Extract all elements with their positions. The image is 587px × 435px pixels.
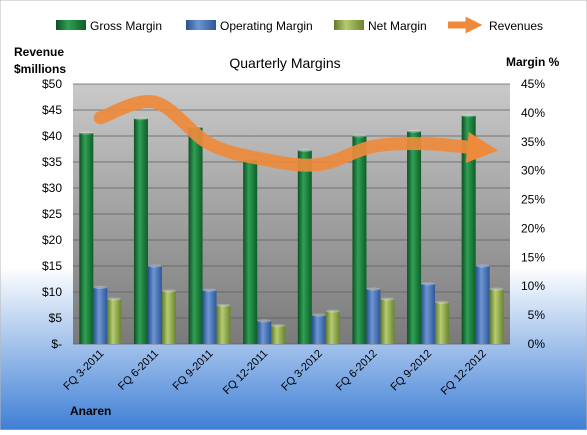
left-tick-label: $5 — [49, 311, 63, 325]
bar-cap — [352, 134, 367, 138]
bar-gross-margin-7 — [461, 115, 476, 345]
bar-cap — [147, 264, 162, 268]
bar-gross-margin-0 — [79, 133, 94, 344]
left-tick-label: $30 — [42, 181, 62, 195]
bar-operating-margin-7 — [475, 266, 490, 344]
bar-net-margin-3 — [271, 325, 286, 344]
legend-swatch-gross-margin — [56, 20, 86, 30]
chart-title: Quarterly Margins — [229, 55, 340, 71]
right-tick-label: 45% — [521, 77, 545, 91]
bar-cap — [325, 309, 340, 313]
bar-cap — [380, 297, 395, 301]
bar-cap — [79, 131, 94, 135]
bar-cap — [202, 288, 217, 292]
legend-item-revenues: Revenues — [448, 16, 543, 34]
right-tick-label: 0% — [528, 337, 546, 351]
bars — [79, 114, 504, 345]
bar-cap — [93, 285, 108, 289]
left-tick-label: $20 — [42, 233, 62, 247]
left-tick-label: $10 — [42, 285, 62, 299]
legend-label-operating-margin: Operating Margin — [220, 19, 313, 33]
bar-cap — [366, 287, 381, 291]
bar-cap — [271, 323, 286, 328]
bar-net-margin-1 — [161, 290, 176, 344]
bar-net-margin-0 — [107, 298, 122, 344]
legend-item-gross-margin: Gross Margin — [56, 19, 162, 33]
bar-operating-margin-2 — [202, 290, 217, 344]
bar-cap — [107, 297, 122, 301]
bar-gross-margin-4 — [297, 150, 312, 344]
left-tick-label: $25 — [42, 207, 62, 221]
bar-cap — [489, 287, 504, 291]
bar-net-margin-4 — [325, 311, 340, 344]
footer-label: Anaren — [70, 404, 111, 418]
right-axis-label: Margin % — [506, 55, 560, 69]
bar-cap — [421, 282, 436, 286]
bar-gross-margin-1 — [133, 118, 148, 345]
right-tick-label: 5% — [528, 308, 546, 322]
bar-cap — [311, 313, 326, 317]
bar-cap — [257, 319, 272, 323]
bar-cap — [133, 117, 148, 121]
bar-gross-margin-2 — [188, 127, 203, 344]
left-axis-ticks: $- $5 $10 $15 $20 $25 $30 $35 $40 $45 $50 — [42, 77, 62, 351]
legend-swatch-operating-margin — [186, 20, 216, 30]
bar-cap — [475, 264, 490, 268]
legend-item-net-margin: Net Margin — [334, 19, 427, 33]
bar-net-margin-5 — [380, 298, 395, 344]
left-tick-label: $- — [51, 337, 62, 351]
bar-cap — [407, 129, 422, 133]
bar-gross-margin-6 — [407, 131, 422, 344]
right-tick-label: 15% — [521, 250, 545, 264]
left-axis-label-line1: Revenue $millions — [14, 45, 66, 76]
bar-operating-margin-3 — [257, 320, 272, 344]
legend-label-gross-margin: Gross Margin — [90, 19, 162, 33]
left-tick-label: $15 — [42, 259, 62, 273]
legend-swatch-net-margin — [334, 20, 364, 30]
right-tick-label: 20% — [521, 221, 545, 235]
right-tick-label: 10% — [521, 279, 545, 293]
bar-cap — [461, 114, 476, 118]
right-axis-ticks: 0% 5% 10% 15% 20% 25% 30% 35% 40% 45% — [521, 77, 545, 351]
revenue-line — [93, 95, 499, 172]
right-tick-label: 40% — [521, 106, 545, 120]
legend: Gross Margin Operating Margin Net Margin… — [56, 16, 543, 34]
bar-operating-margin-6 — [421, 283, 436, 344]
legend-label-net-margin: Net Margin — [368, 19, 427, 33]
left-tick-label: $35 — [42, 155, 62, 169]
bar-cap — [297, 148, 312, 153]
right-tick-label: 30% — [521, 164, 545, 178]
bar-cap — [161, 289, 176, 293]
bar-net-margin-6 — [435, 302, 450, 344]
legend-item-operating-margin: Operating Margin — [186, 19, 313, 33]
bar-gross-margin-5 — [352, 136, 367, 344]
bar-net-margin-7 — [489, 289, 504, 344]
bar-operating-margin-0 — [93, 287, 108, 344]
bar-net-margin-2 — [216, 305, 231, 344]
bar-operating-margin-4 — [311, 315, 326, 344]
bar-operating-margin-5 — [366, 289, 381, 344]
bar-operating-margin-1 — [147, 266, 162, 344]
bar-cap — [435, 300, 450, 304]
right-tick-label: 35% — [521, 135, 545, 149]
left-tick-label: $45 — [42, 103, 62, 117]
legend-label-revenues: Revenues — [489, 19, 543, 33]
left-tick-label: $40 — [42, 129, 62, 143]
bar-gross-margin-3 — [243, 159, 258, 344]
revenue-curve — [93, 95, 499, 172]
right-tick-label: 25% — [521, 193, 545, 207]
bar-cap — [216, 303, 231, 307]
left-tick-label: $50 — [42, 77, 62, 91]
